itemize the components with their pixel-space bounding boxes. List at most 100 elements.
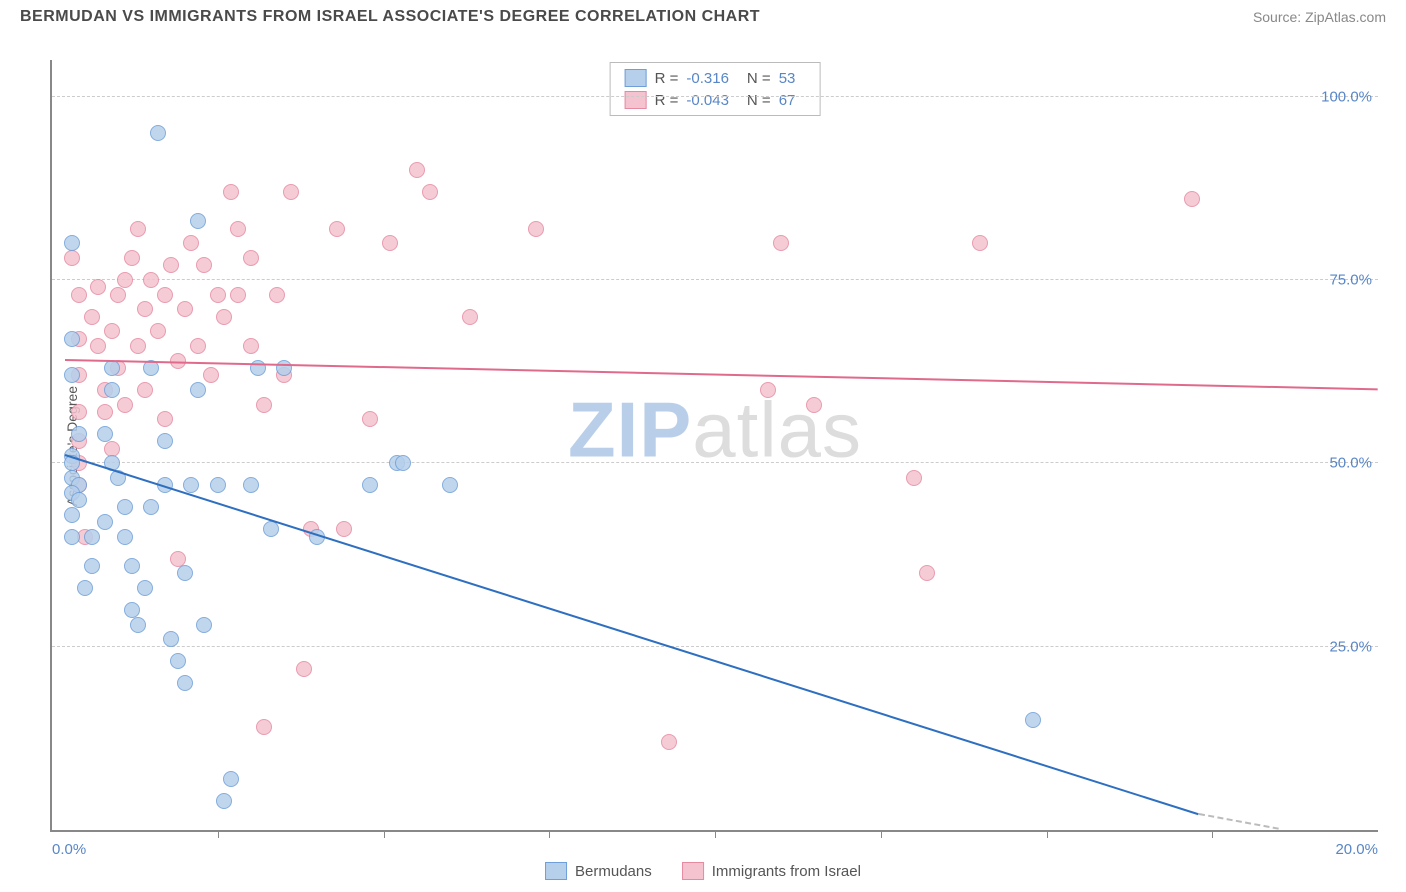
r-label: R = (655, 70, 679, 87)
x-tick-label-max: 20.0% (1335, 841, 1378, 858)
data-point (110, 287, 126, 303)
data-point (190, 382, 206, 398)
data-point (137, 301, 153, 317)
swatch-israel-bottom (682, 862, 704, 880)
x-tick (218, 830, 219, 838)
data-point (84, 558, 100, 574)
data-point (362, 477, 378, 493)
data-point (919, 565, 935, 581)
watermark-atlas: atlas (692, 385, 862, 473)
data-point (528, 221, 544, 237)
data-point (71, 404, 87, 420)
data-point (137, 580, 153, 596)
data-point (177, 565, 193, 581)
data-point (243, 477, 259, 493)
data-point (124, 558, 140, 574)
data-point (64, 250, 80, 266)
stats-legend: R = -0.316 N = 53 R = -0.043 N = 67 (610, 62, 821, 116)
legend-item-bermudans: Bermudans (545, 862, 652, 880)
data-point (104, 382, 120, 398)
data-point (64, 507, 80, 523)
data-point (170, 653, 186, 669)
data-point (1184, 191, 1200, 207)
data-point (806, 397, 822, 413)
gridline (52, 646, 1378, 647)
n-value-israel: 67 (779, 92, 796, 109)
data-point (71, 492, 87, 508)
n-value-bermudans: 53 (779, 70, 796, 87)
data-point (124, 602, 140, 618)
data-point (64, 235, 80, 251)
data-point (64, 367, 80, 383)
data-point (157, 433, 173, 449)
data-point (661, 734, 677, 750)
stats-row-bermudans: R = -0.316 N = 53 (625, 67, 806, 89)
trend-line (65, 454, 1199, 815)
y-tick-label: 25.0% (1329, 638, 1372, 655)
data-point (395, 455, 411, 471)
header: BERMUDAN VS IMMIGRANTS FROM ISRAEL ASSOC… (0, 0, 1406, 30)
data-point (422, 184, 438, 200)
data-point (409, 162, 425, 178)
x-tick (881, 830, 882, 838)
data-point (163, 631, 179, 647)
data-point (97, 404, 113, 420)
data-point (263, 521, 279, 537)
data-point (117, 272, 133, 288)
data-point (462, 309, 478, 325)
data-point (143, 272, 159, 288)
data-point (117, 529, 133, 545)
x-tick (549, 830, 550, 838)
data-point (210, 287, 226, 303)
data-point (1025, 712, 1041, 728)
y-tick-label: 75.0% (1329, 272, 1372, 289)
data-point (130, 221, 146, 237)
data-point (150, 125, 166, 141)
data-point (143, 499, 159, 515)
chart-title: BERMUDAN VS IMMIGRANTS FROM ISRAEL ASSOC… (20, 8, 760, 26)
data-point (157, 287, 173, 303)
data-point (382, 235, 398, 251)
data-point (117, 499, 133, 515)
data-point (269, 287, 285, 303)
gridline (52, 96, 1378, 97)
data-point (104, 323, 120, 339)
data-point (130, 617, 146, 633)
x-tick (1212, 830, 1213, 838)
r-label: R = (655, 92, 679, 109)
data-point (760, 382, 776, 398)
data-point (190, 338, 206, 354)
data-point (773, 235, 789, 251)
x-tick (1047, 830, 1048, 838)
y-tick-label: 50.0% (1329, 455, 1372, 472)
x-tick-label-min: 0.0% (52, 841, 86, 858)
swatch-israel (625, 91, 647, 109)
data-point (223, 771, 239, 787)
data-point (243, 338, 259, 354)
data-point (137, 382, 153, 398)
chart-plot-area: ZIPatlas R = -0.316 N = 53 R = -0.043 N … (50, 60, 1378, 832)
x-tick (384, 830, 385, 838)
data-point (230, 287, 246, 303)
data-point (210, 477, 226, 493)
source-label: Source: ZipAtlas.com (1253, 9, 1386, 25)
gridline (52, 462, 1378, 463)
data-point (150, 323, 166, 339)
data-point (64, 529, 80, 545)
data-point (183, 235, 199, 251)
swatch-bermudans (625, 69, 647, 87)
data-point (163, 257, 179, 273)
data-point (243, 250, 259, 266)
legend-item-israel: Immigrants from Israel (682, 862, 861, 880)
data-point (329, 221, 345, 237)
data-point (256, 397, 272, 413)
data-point (296, 661, 312, 677)
data-point (90, 338, 106, 354)
watermark-zip: ZIP (568, 385, 692, 473)
data-point (104, 441, 120, 457)
data-point (906, 470, 922, 486)
r-value-israel: -0.043 (686, 92, 729, 109)
data-point (130, 338, 146, 354)
data-point (177, 675, 193, 691)
data-point (84, 309, 100, 325)
